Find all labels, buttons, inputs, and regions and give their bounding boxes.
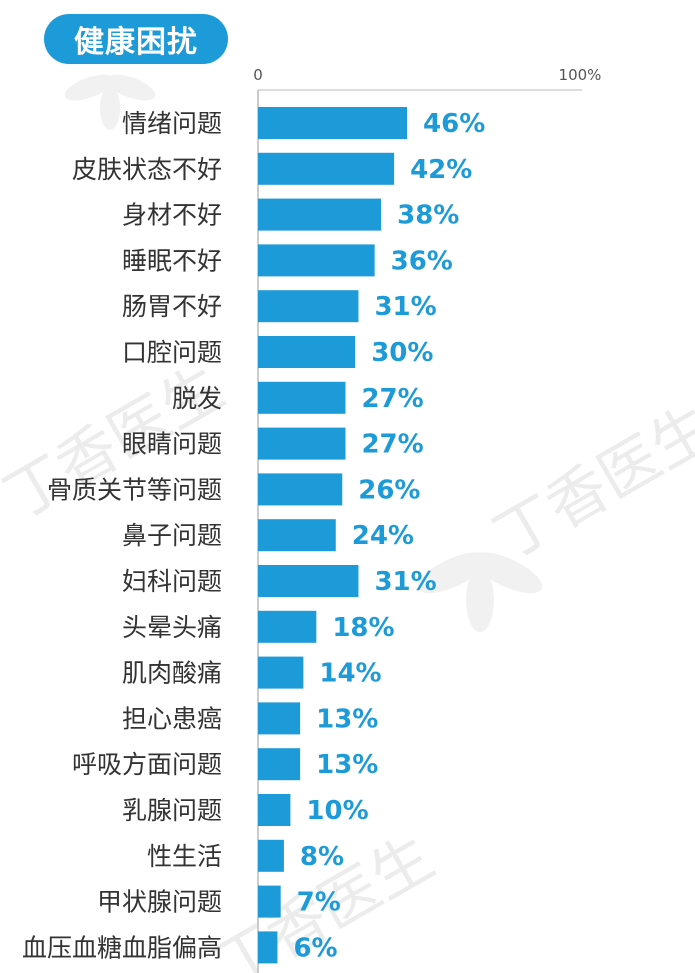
category-label: 肠胃不好 (122, 292, 222, 321)
bar (258, 107, 408, 139)
bar (258, 290, 359, 323)
bar (258, 931, 278, 964)
bar (258, 519, 336, 552)
category-label: 头晕头痛 (122, 613, 222, 642)
bar (258, 244, 375, 277)
category-label: 情绪问题 (122, 109, 222, 138)
bar (258, 427, 346, 460)
data-label: 27% (361, 430, 423, 460)
data-label: 8% (300, 842, 344, 872)
data-label: 13% (316, 750, 378, 780)
category-label: 担心患癌 (122, 704, 222, 733)
bar (258, 794, 291, 826)
data-label: 42% (410, 155, 472, 185)
data-label: 18% (332, 613, 394, 643)
data-label: 7% (297, 888, 341, 918)
data-label: 46% (423, 109, 485, 139)
data-label: 31% (374, 567, 436, 597)
data-label: 26% (358, 475, 420, 505)
bar (258, 198, 382, 231)
data-label: 30% (371, 338, 433, 368)
category-label: 甲状腺问题 (97, 888, 222, 917)
page-title: 健康困扰 (44, 14, 228, 64)
category-label: 乳腺问题 (122, 796, 222, 825)
category-label: 脱发 (172, 384, 222, 413)
bar (258, 610, 317, 643)
bar (258, 381, 346, 414)
x-tick-label: 0 (253, 66, 263, 84)
data-label: 38% (397, 201, 459, 231)
data-label: 24% (352, 521, 414, 551)
bar (258, 656, 304, 689)
bar (258, 839, 284, 872)
category-label: 睡眠不好 (122, 246, 222, 275)
category-label: 口腔问题 (122, 338, 222, 367)
data-label: 13% (316, 704, 378, 734)
data-label: 31% (374, 292, 436, 322)
x-tick-label: 100% (559, 66, 602, 84)
category-label: 皮肤状态不好 (72, 155, 222, 184)
category-label: 性生活 (147, 842, 222, 871)
data-label: 6% (293, 933, 337, 963)
bar (258, 473, 343, 506)
bar (258, 702, 301, 735)
category-label: 妇科问题 (122, 567, 222, 596)
bar (258, 748, 301, 781)
data-label: 14% (319, 659, 381, 689)
bar (258, 885, 281, 918)
category-label: 鼻子问题 (122, 521, 222, 550)
category-label: 身材不好 (122, 201, 222, 230)
bar (258, 152, 395, 185)
category-label: 骨质关节等问题 (47, 475, 222, 504)
data-label: 10% (306, 796, 368, 826)
data-label: 27% (361, 384, 423, 414)
bar (258, 336, 356, 368)
category-label: 肌肉酸痛 (122, 659, 222, 688)
bar (258, 565, 359, 597)
category-label: 血压血糖血脂偏高 (22, 933, 222, 962)
data-label: 36% (391, 246, 453, 276)
category-label: 呼吸方面问题 (72, 750, 222, 779)
category-label: 眼睛问题 (122, 430, 222, 459)
